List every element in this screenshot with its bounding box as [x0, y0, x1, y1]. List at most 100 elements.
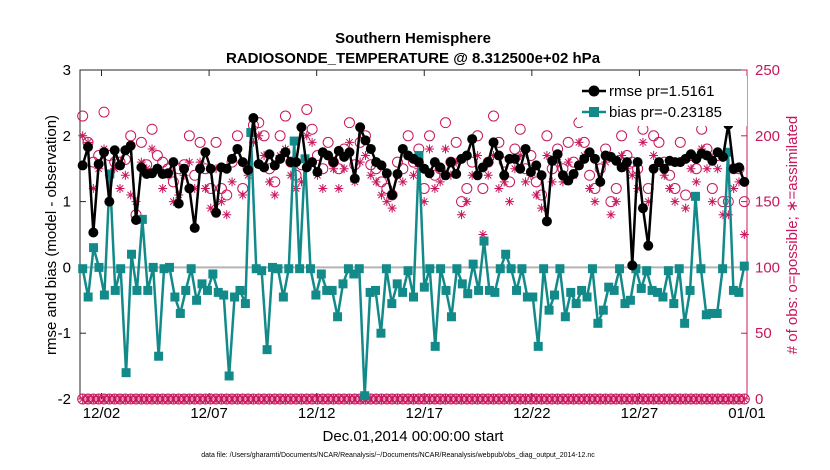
assimilated-obs-marker: [553, 157, 563, 167]
assimilated-obs-marker: [435, 177, 445, 187]
bias-marker: [365, 287, 375, 297]
bias-marker: [463, 289, 473, 299]
bias-marker: [305, 264, 315, 274]
bias-marker: [446, 312, 456, 322]
rmse-marker: [200, 147, 211, 158]
rmse-marker: [509, 153, 520, 164]
rmse-marker: [344, 147, 355, 158]
assimilated-obs-marker: [478, 230, 488, 239]
bias-marker: [414, 151, 424, 161]
rmse-marker: [221, 163, 232, 174]
bias-marker: [327, 285, 337, 295]
assimilated-obs-marker: [601, 157, 611, 167]
possible-obs-marker: [215, 182, 227, 194]
assimilated-obs-marker: [457, 210, 467, 220]
assimilated-obs-marker: [638, 137, 648, 147]
bias-marker: [333, 312, 343, 322]
bias-marker: [479, 236, 489, 246]
bias-marker: [230, 292, 240, 302]
data-file-footnote: data file: /Users/gharamti/Documents/NCA…: [201, 452, 595, 459]
rmse-marker: [627, 260, 638, 271]
rmse-marker: [360, 135, 371, 146]
bias-marker: [430, 341, 440, 351]
possible-obs-marker: [402, 130, 414, 142]
bias-marker: [577, 285, 587, 295]
rmse-marker: [595, 176, 606, 187]
y-right-tick-label: 200: [755, 128, 780, 145]
rmse-marker: [83, 141, 94, 152]
assimilated-obs-marker: [286, 170, 296, 180]
rmse-marker: [445, 157, 456, 168]
assimilated-obs-marker: [136, 157, 146, 167]
assimilated-obs-marker: [739, 230, 749, 239]
x-tick-label: 12/27: [621, 405, 659, 422]
assimilated-obs-marker: [531, 190, 541, 200]
assimilated-obs-marker: [307, 137, 317, 147]
bias-marker: [371, 285, 381, 295]
possible-obs-marker: [279, 110, 291, 122]
rmse-marker: [93, 159, 104, 170]
x-tick-label: 12/12: [298, 405, 336, 422]
bias-marker: [728, 285, 738, 295]
bias-marker: [690, 191, 700, 201]
rmse-marker: [483, 157, 494, 168]
assimilated-obs-marker: [446, 170, 456, 180]
rmse-marker: [520, 143, 531, 154]
bias-marker: [636, 283, 646, 293]
rmse-marker: [189, 222, 200, 233]
assimilated-obs-marker: [328, 164, 338, 174]
assimilated-obs-marker: [659, 170, 669, 180]
assimilated-obs-marker: [558, 177, 568, 187]
rmse-marker: [328, 157, 339, 168]
rmse-marker: [365, 143, 376, 154]
assimilated-obs-marker: [702, 164, 712, 174]
bias-marker: [696, 264, 706, 274]
possible-obs-marker: [680, 189, 692, 201]
possible-obs-marker: [616, 130, 628, 142]
rmse-marker: [195, 163, 206, 174]
bias-marker: [257, 266, 267, 276]
assimilated-obs-marker: [430, 183, 440, 193]
assimilated-obs-marker: [611, 197, 621, 207]
possible-obs-marker: [146, 123, 158, 135]
possible-obs-marker: [167, 176, 179, 188]
assimilated-obs-marker: [243, 170, 253, 180]
assimilated-obs-marker: [142, 164, 152, 174]
possible-obs-marker: [648, 130, 660, 142]
rmse-marker: [733, 162, 744, 173]
assimilated-obs-marker: [302, 131, 312, 141]
possible-obs-marker: [301, 103, 313, 115]
bias-marker: [403, 266, 413, 276]
bias-marker: [425, 264, 435, 274]
bias-marker: [240, 299, 250, 309]
y-left-tick-label: 3: [63, 62, 71, 79]
rmse-marker: [440, 170, 451, 181]
rmse-marker: [541, 216, 552, 227]
assimilated-obs-marker: [681, 203, 691, 213]
legend-bias-label: bias pr=-0.23185: [609, 104, 722, 121]
possible-obs-marker: [183, 130, 195, 142]
rmse-marker: [232, 143, 243, 154]
rmse-marker: [280, 147, 291, 158]
bias-marker: [235, 285, 245, 295]
rmse-marker: [355, 122, 366, 133]
possible-obs-marker: [343, 117, 355, 129]
bias-marker: [127, 249, 137, 259]
rmse-marker: [168, 157, 179, 168]
possible-obs-marker: [509, 143, 521, 155]
bias-marker: [202, 285, 212, 295]
rmse-marker: [632, 157, 643, 168]
possible-obs-marker: [722, 196, 734, 208]
bias-marker: [549, 290, 559, 300]
bias-marker: [512, 285, 522, 295]
bias-marker: [609, 285, 619, 295]
legend-bias-marker: [589, 107, 599, 117]
assimilated-obs-marker: [227, 177, 237, 187]
rmse-marker: [552, 149, 563, 160]
assimilated-obs-marker: [451, 157, 461, 167]
bias-marker: [566, 287, 576, 297]
assimilated-obs-marker: [707, 197, 717, 207]
assimilated-obs-marker: [195, 157, 205, 167]
assimilated-obs-marker: [184, 157, 194, 167]
rmse-marker: [307, 157, 318, 168]
